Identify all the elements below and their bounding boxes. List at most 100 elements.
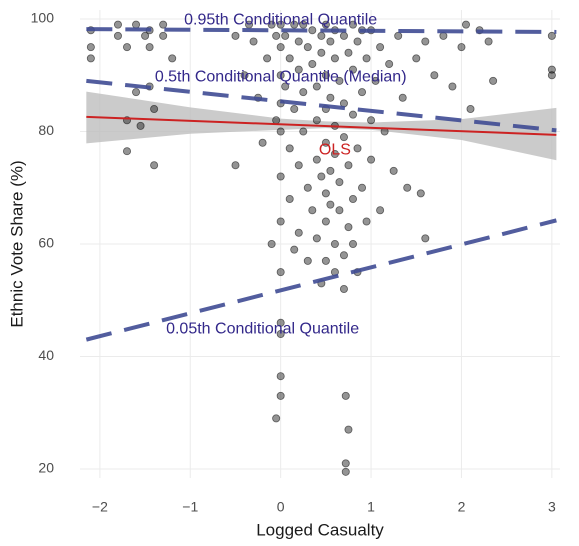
point [308, 206, 317, 215]
point [430, 71, 439, 80]
quantile-line [86, 78, 557, 133]
point [290, 105, 299, 114]
point [321, 217, 330, 226]
point [276, 329, 285, 338]
point [276, 318, 285, 327]
point [299, 127, 308, 136]
point [276, 391, 285, 400]
point [317, 48, 326, 57]
point [335, 178, 344, 187]
point [308, 26, 317, 35]
point [398, 93, 407, 102]
point [341, 391, 350, 400]
point [159, 31, 168, 40]
point [86, 54, 95, 63]
point [231, 31, 240, 40]
x-tick-label: 0 [277, 499, 285, 515]
point [362, 217, 371, 226]
point [141, 31, 150, 40]
point [353, 144, 362, 153]
y-tick-label: 60 [38, 235, 54, 251]
point [272, 31, 281, 40]
point [308, 60, 317, 69]
point [321, 256, 330, 265]
annotation: OLS [319, 141, 351, 158]
point [448, 82, 457, 91]
point [249, 37, 258, 46]
point [86, 43, 95, 52]
point [326, 166, 335, 175]
point [123, 147, 132, 156]
point [168, 54, 177, 63]
point [285, 194, 294, 203]
point [339, 31, 348, 40]
annotation: 0.95th Conditional Quantile [184, 11, 377, 28]
point [367, 155, 376, 164]
point [348, 239, 357, 248]
point [159, 20, 168, 29]
point [281, 82, 290, 91]
point [385, 60, 394, 69]
point [353, 37, 362, 46]
point [362, 54, 371, 63]
point [461, 20, 470, 29]
point [344, 161, 353, 170]
point [299, 88, 308, 97]
point [421, 234, 430, 243]
point [344, 48, 353, 57]
quantile-line [86, 27, 557, 34]
y-tick-label: 20 [38, 460, 54, 476]
point [276, 20, 285, 29]
quantile-line [85, 218, 557, 342]
point [326, 200, 335, 209]
point [376, 206, 385, 215]
point [547, 31, 556, 40]
point [339, 284, 348, 293]
point [132, 88, 141, 97]
point [136, 121, 145, 130]
point [294, 161, 303, 170]
point [303, 256, 312, 265]
x-tick-label: 2 [458, 499, 466, 515]
point [123, 43, 132, 52]
annotation: 0.05th Conditional Quantile [166, 321, 359, 338]
point [312, 116, 321, 125]
annotation: 0.5th Conditional Quantile (Median) [155, 69, 407, 86]
y-tick-label: 40 [38, 347, 54, 363]
point [113, 20, 122, 29]
point [403, 183, 412, 192]
point [294, 228, 303, 237]
point [312, 155, 321, 164]
x-tick-label: 3 [548, 499, 556, 515]
point [272, 414, 281, 423]
point [312, 82, 321, 91]
point [358, 88, 367, 97]
point [267, 239, 276, 248]
point [276, 372, 285, 381]
point [276, 127, 285, 136]
point [466, 105, 475, 114]
point [348, 194, 357, 203]
x-axis-title: Logged Casualty [256, 520, 384, 539]
point [276, 217, 285, 226]
point [290, 245, 299, 254]
point [285, 144, 294, 153]
point [272, 116, 281, 125]
point [394, 31, 403, 40]
point [412, 54, 421, 63]
point [330, 54, 339, 63]
point [326, 37, 335, 46]
y-axis-title: Ethnic Vote Share (%) [7, 160, 26, 327]
point [358, 183, 367, 192]
point [484, 37, 493, 46]
point [339, 251, 348, 260]
point [321, 71, 330, 80]
point [294, 65, 303, 74]
point [281, 31, 290, 40]
point [489, 76, 498, 85]
point [367, 116, 376, 125]
y-tick-label: 80 [38, 122, 54, 138]
point [113, 31, 122, 40]
point [276, 71, 285, 80]
